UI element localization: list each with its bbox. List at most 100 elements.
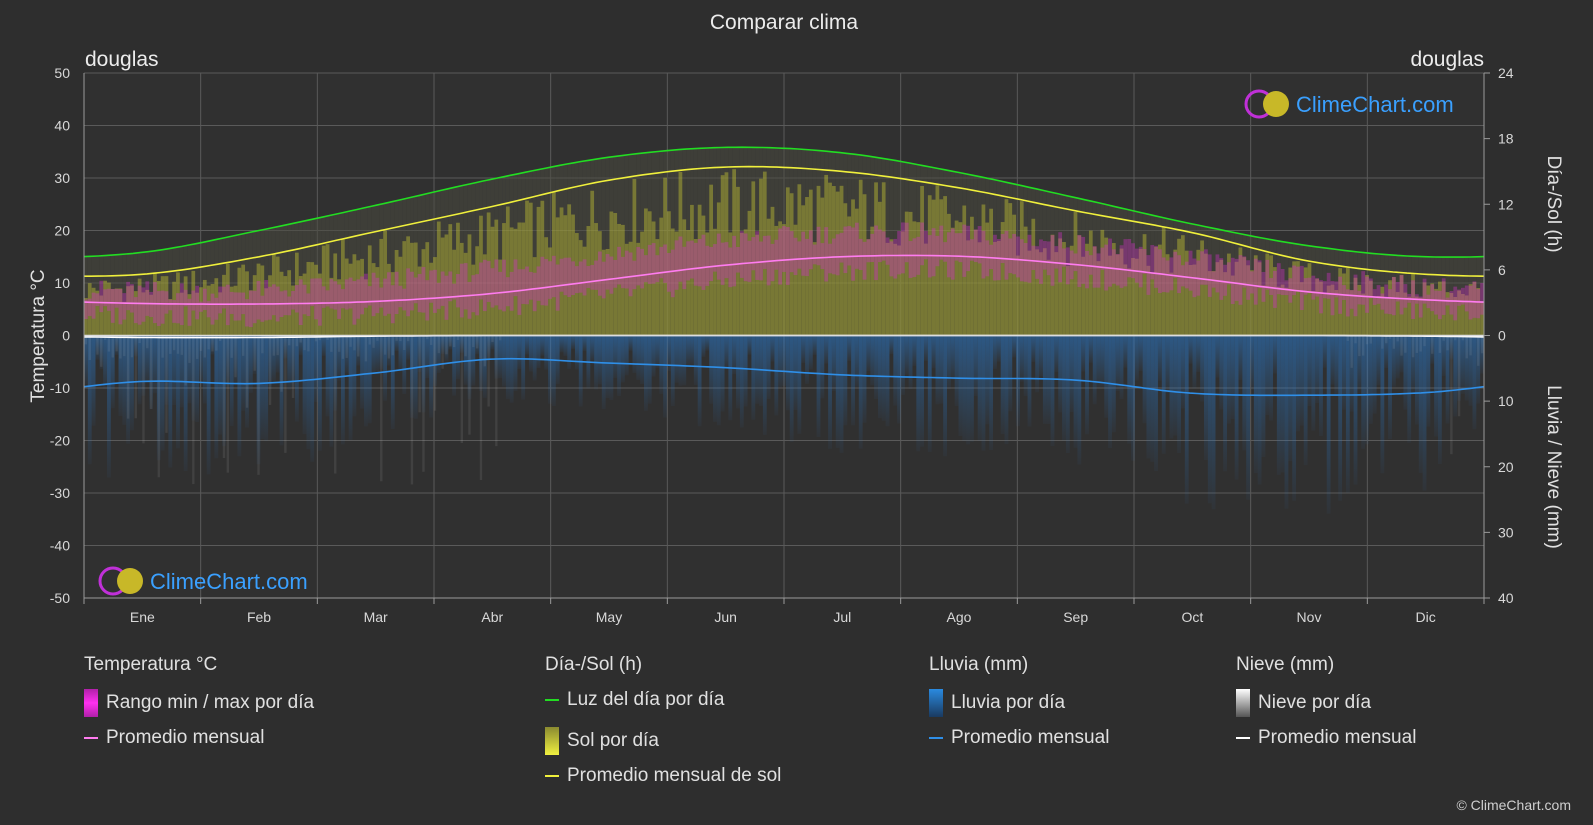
rain-bar [1031, 335, 1036, 363]
temp-range-bar [103, 289, 107, 307]
daylight-bar [1437, 257, 1442, 336]
temp-range-bar [329, 279, 334, 309]
sunshine-bar [970, 216, 974, 336]
daylight-bar [586, 160, 591, 336]
daylight-bar [275, 226, 280, 336]
daylight-bar [1407, 256, 1412, 336]
sunshine-bar [390, 272, 395, 336]
sunshine-bar [621, 224, 625, 336]
daylight-bar [805, 149, 809, 336]
temp-range-bar [966, 225, 971, 272]
sunshine-bar [728, 232, 733, 336]
sunshine-bar [893, 243, 898, 336]
rain-bar [1422, 335, 1427, 491]
sunshine-bar [755, 234, 760, 336]
sunshine-bar [156, 280, 161, 336]
rain-bar [843, 335, 848, 426]
temp-range-bar [1246, 260, 1251, 300]
rain-bar [824, 335, 829, 364]
rain-bar [482, 335, 487, 398]
sunshine-bar [996, 241, 1001, 336]
temp-range-bar [828, 243, 832, 274]
rain-bar [306, 335, 311, 450]
rain-bar [1131, 335, 1135, 461]
sunshine-bar [1349, 290, 1354, 336]
temp-range-bar [540, 256, 545, 306]
rain-bar [939, 335, 944, 404]
temp-range-bar [517, 269, 522, 315]
sunshine-bar [1253, 255, 1258, 336]
legend-header: Nieve (mm) [1236, 654, 1335, 675]
rain-bar [1134, 335, 1139, 381]
sunshine-bar [1334, 289, 1339, 336]
snow-bar [284, 335, 287, 453]
temp-range-bar [122, 293, 127, 320]
temp-range-bar [1127, 238, 1132, 278]
temp-range-bar [302, 284, 307, 315]
rain-bar [647, 335, 652, 404]
snow-bar [468, 335, 471, 435]
sunshine-bar [713, 228, 717, 336]
sunshine-bar [582, 246, 587, 336]
rain-bar [1430, 335, 1435, 364]
snow-bar [192, 335, 195, 485]
daylight-bar [828, 151, 832, 336]
rain-bar [709, 335, 714, 404]
temp-range-bar [448, 271, 453, 302]
temp-range-bar [1322, 281, 1327, 299]
daylight-bar [839, 152, 844, 336]
daylight-bar [1157, 216, 1162, 336]
sunshine-bar [321, 245, 326, 336]
temp-range-bar [893, 238, 898, 279]
rain-bar [770, 335, 775, 362]
sunshine-bar [548, 247, 552, 336]
temp-range-bar [989, 244, 994, 270]
daylight-bar [690, 148, 694, 336]
temp-range-bar [1265, 259, 1270, 290]
temp-range-bar [551, 255, 556, 298]
temp-range-bar [222, 286, 226, 309]
daylight-bar [1230, 232, 1235, 336]
daylight-bar [337, 213, 341, 336]
sunshine-bar [851, 199, 855, 336]
legend-item: Lluvia por día [929, 689, 1065, 717]
sunshine-bar [797, 184, 802, 336]
rain-bar [452, 335, 457, 396]
snow-bar [1442, 335, 1445, 341]
temp-range-bar [317, 278, 322, 326]
temp-range-bar [647, 244, 652, 284]
snow-bar [146, 335, 149, 349]
sunshine-bar [1012, 214, 1017, 336]
rain-bar [782, 335, 786, 387]
daylight-bar [759, 147, 763, 336]
daylight-bar [375, 204, 380, 336]
snow-bar [161, 335, 164, 358]
sunshine-bar [164, 276, 169, 336]
snow-bar [337, 335, 341, 352]
temp-range-bar [690, 240, 694, 279]
daylight-bar [582, 160, 587, 336]
daylight-bar [1361, 252, 1366, 336]
x-tick-label: Sep [1063, 609, 1088, 625]
daylight-bar [709, 147, 714, 336]
daylight-bar [1054, 193, 1059, 336]
temp-range-bar [1227, 262, 1231, 285]
snow-bar [349, 335, 352, 347]
sunshine-bar [433, 257, 437, 336]
sunshine-bar [314, 264, 318, 336]
sunshine-bar [889, 239, 894, 336]
sunshine-bar [1284, 287, 1289, 336]
daylight-bar [981, 177, 986, 336]
temp-range-bar [824, 227, 829, 282]
daylight-bar [1031, 188, 1036, 336]
sunshine-bar [901, 231, 905, 336]
temp-range-bar [586, 265, 591, 288]
snow-bar [142, 335, 145, 444]
temp-range-bar [709, 246, 714, 282]
sunshine-bar [1269, 255, 1274, 336]
rain-bar [1257, 335, 1262, 485]
temp-range-bar [851, 227, 855, 281]
snow-bar [88, 335, 91, 361]
daylight-bar [1468, 256, 1473, 336]
